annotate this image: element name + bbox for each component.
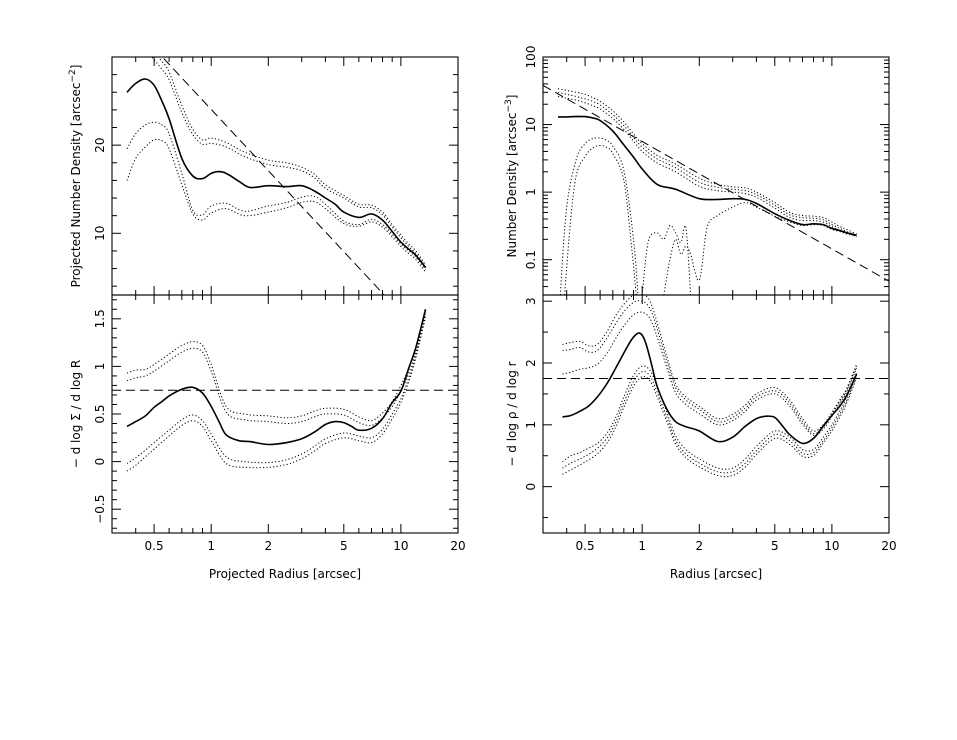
- series-upper-2: [557, 91, 857, 236]
- axis-ticks: [542, 295, 890, 533]
- panel-projected-slope: −0.5 0 0.5 1 1.5 0.5 1 2 5 10 20 − d log Σ / d lo…: [69, 294, 466, 581]
- x-tick-label: 0.5: [145, 539, 164, 553]
- y-tick-labels: 0 1 2 3: [524, 297, 538, 490]
- panel-number-density: 0.1 1 10 100 Number Density [arcsec−3]: [504, 46, 890, 296]
- series-lower-3: [562, 375, 858, 478]
- axis-ticks: [542, 56, 890, 296]
- series-best: [562, 332, 858, 445]
- series-lower-3: [641, 224, 692, 295]
- series-upper-2: [562, 300, 858, 435]
- series-power-law: [161, 57, 385, 295]
- series-upper-1: [157, 57, 427, 266]
- x-tick-label: 1: [638, 539, 646, 553]
- panel-frame: [542, 56, 890, 296]
- series-lower-2: [126, 316, 427, 472]
- series-lower-1: [126, 121, 426, 270]
- series-power-law: [543, 84, 889, 282]
- y-tick-label: 3: [524, 297, 538, 305]
- x-tick-label: 5: [340, 539, 348, 553]
- y-tick-label: 1: [93, 363, 107, 371]
- series-lower-4: [663, 202, 857, 295]
- y-tick-label: 0: [524, 483, 538, 491]
- x-tick-label: 10: [824, 539, 839, 553]
- y-tick-label: 0.5: [93, 404, 107, 423]
- x-tick-label: 20: [450, 539, 465, 553]
- y-axis-label: Projected Number Density [arcsec−2]: [68, 65, 83, 288]
- series-lower-2: [562, 370, 858, 474]
- y-tick-label: −0.5: [93, 495, 107, 524]
- series-best: [126, 78, 427, 269]
- series-upper-1: [562, 295, 858, 432]
- y-tick-label: 0.1: [524, 250, 538, 269]
- x-tick-label: 1: [207, 539, 215, 553]
- y-tick-label: 0: [93, 458, 107, 466]
- series-best: [558, 115, 857, 236]
- series-lower-2: [126, 138, 426, 273]
- series-lower-2: [564, 144, 637, 295]
- curves: [112, 307, 458, 472]
- panel-frame: [542, 294, 890, 534]
- y-tick-labels: −0.5 0 0.5 1 1.5: [93, 309, 107, 524]
- x-axis-label: Radius [arcsec]: [670, 567, 762, 581]
- x-tick-labels: 0.5 1 2 5 10 20: [576, 539, 897, 553]
- y-tick-label: 10: [524, 117, 538, 132]
- x-tick-label: 10: [393, 539, 408, 553]
- y-tick-label: 1.5: [93, 309, 107, 328]
- x-tick-labels: 0.5 1 2 5 10 20: [145, 539, 466, 553]
- series-upper-2: [126, 311, 427, 427]
- axis-ticks: [111, 295, 459, 533]
- x-tick-label: 2: [264, 539, 272, 553]
- y-axis-label: Number Density [arcsec−3]: [504, 95, 519, 258]
- panel-density-slope: 0 1 2 3 0.5 1 2 5 10 20 − d log ρ / d log r Radi…: [505, 294, 897, 581]
- series-upper-1: [557, 88, 857, 235]
- series-best: [126, 309, 427, 446]
- y-tick-label: 2: [524, 359, 538, 367]
- x-tick-label: 5: [771, 539, 779, 553]
- y-tick-labels: 10 20: [93, 138, 107, 241]
- y-tick-label: 100: [524, 46, 538, 69]
- x-tick-label: 20: [881, 539, 896, 553]
- curves: [543, 84, 889, 295]
- x-tick-label: 2: [695, 539, 703, 553]
- series-lower-1: [126, 313, 427, 464]
- panel-projected-density: 10 20 Projected Number Density [arcsec−2]: [68, 56, 459, 296]
- series-lower-1: [562, 365, 858, 470]
- y-tick-label: 1: [524, 421, 538, 429]
- series-lower-1: [559, 137, 639, 295]
- x-tick-label: 0.5: [576, 539, 595, 553]
- y-axis-label: − d log ρ / d log r: [505, 361, 519, 466]
- series-upper-3: [562, 311, 858, 436]
- x-axis-label: Projected Radius [arcsec]: [209, 567, 361, 581]
- y-tick-label: 1: [524, 188, 538, 196]
- y-tick-label: 20: [93, 138, 107, 153]
- y-axis-label: − d log Σ / d log R: [69, 360, 83, 469]
- series-upper-1: [126, 307, 427, 422]
- panel-frame: [111, 56, 459, 296]
- curves: [543, 295, 889, 478]
- axis-ticks: [111, 56, 459, 295]
- series-upper-3: [557, 96, 857, 237]
- curves: [126, 57, 427, 295]
- panel-frame: [111, 294, 459, 534]
- y-tick-labels: 0.1 1 10 100: [524, 46, 538, 270]
- y-tick-label: 10: [93, 226, 107, 241]
- series-upper-2: [150, 57, 427, 268]
